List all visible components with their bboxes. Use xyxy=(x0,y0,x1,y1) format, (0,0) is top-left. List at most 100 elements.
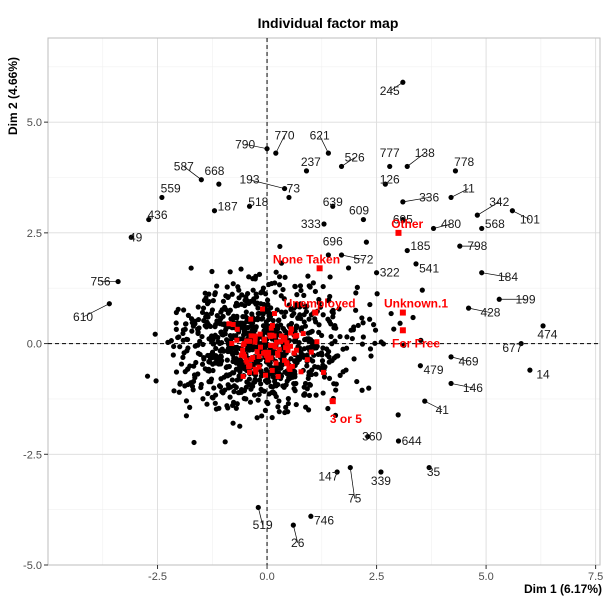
individual-point xyxy=(198,381,204,388)
individual-point xyxy=(229,291,235,297)
individual-label: 336 xyxy=(419,190,439,204)
individual-point xyxy=(262,378,269,384)
category-point xyxy=(252,336,258,342)
chart-title: Individual factor map xyxy=(258,15,399,31)
individual-point xyxy=(204,311,210,317)
category-point xyxy=(265,353,271,359)
category-point xyxy=(262,372,268,378)
individual-point xyxy=(285,400,292,407)
individual-label: 41 xyxy=(436,403,450,417)
individual-point xyxy=(234,315,240,321)
individual-point xyxy=(332,338,338,344)
individual-label: 677 xyxy=(502,341,522,355)
individual-point xyxy=(313,319,319,325)
individual-label: 339 xyxy=(371,474,391,488)
individual-point xyxy=(344,334,350,340)
individual-label: 770 xyxy=(275,128,295,142)
individual-point xyxy=(418,337,424,343)
individual-point xyxy=(240,322,247,328)
individual-point xyxy=(372,340,378,346)
individual-point xyxy=(304,303,310,309)
individual-point xyxy=(230,333,237,339)
individual-point xyxy=(351,356,357,362)
labeled-individual: 610 xyxy=(73,301,112,324)
individual-point xyxy=(246,203,253,209)
category-point xyxy=(268,355,274,361)
individual-point xyxy=(229,377,235,383)
individual-point xyxy=(340,369,346,375)
category-marker: 3 or 5 xyxy=(329,398,362,426)
labeled-individual: 11 xyxy=(448,182,475,201)
label-leader-line xyxy=(257,507,264,526)
individual-point xyxy=(298,326,304,332)
individual-point xyxy=(276,274,283,280)
individual-label: 193 xyxy=(240,173,260,187)
individual-point xyxy=(337,333,343,340)
individual-label: 146 xyxy=(463,381,483,395)
individual-point xyxy=(187,404,193,410)
individual-label: 695 xyxy=(393,213,413,227)
individual-point xyxy=(181,350,187,356)
individual-point xyxy=(201,354,207,361)
individual-point xyxy=(224,364,230,370)
individual-label: 519 xyxy=(253,518,273,532)
individual-label: 245 xyxy=(380,84,400,98)
plot-area: -2.5 0.0 2.5 5.0 7.5 -5.0 -2.5 0.0 2.5 5.0 245 790 7… xyxy=(23,37,603,583)
individual-point xyxy=(395,438,402,444)
category-point xyxy=(284,361,290,367)
individual-point xyxy=(190,323,196,329)
individual-label: 568 xyxy=(485,217,505,231)
individual-point xyxy=(359,315,365,321)
individual-point xyxy=(265,301,271,308)
individual-point xyxy=(370,322,377,328)
individual-label: 11 xyxy=(462,182,475,196)
individual-point xyxy=(249,347,256,353)
labeled-individual: 35 xyxy=(426,464,441,479)
individual-point xyxy=(321,221,327,227)
labeled-individual: 677 xyxy=(502,340,524,355)
individual-point xyxy=(368,353,374,359)
label-leader-line xyxy=(424,400,443,411)
individual-point xyxy=(252,276,258,282)
individual-point xyxy=(308,513,314,519)
individual-point xyxy=(185,381,191,388)
individual-point xyxy=(282,409,288,416)
individual-point xyxy=(189,328,195,334)
label-leader-line xyxy=(82,303,110,318)
category-point xyxy=(288,326,294,332)
individual-point xyxy=(304,363,310,369)
category-point xyxy=(275,352,281,358)
individual-point xyxy=(249,311,255,317)
individual-point xyxy=(312,288,318,295)
category-point xyxy=(240,347,246,353)
individual-point xyxy=(269,280,275,287)
individual-point xyxy=(230,281,236,287)
category-point xyxy=(248,357,254,363)
individual-point xyxy=(284,371,290,377)
labeled-individual: 339 xyxy=(371,469,391,488)
category-point xyxy=(298,369,304,375)
individual-point xyxy=(237,364,243,371)
individual-point xyxy=(195,342,201,348)
label-leader-line xyxy=(477,201,500,216)
individual-point xyxy=(224,284,230,290)
individual-point xyxy=(266,391,272,397)
individual-point xyxy=(210,336,216,342)
label-leader-line xyxy=(481,272,509,278)
individual-point xyxy=(325,252,331,258)
individual-point xyxy=(278,260,285,266)
individual-point xyxy=(359,341,366,347)
individual-point xyxy=(282,274,288,280)
individual-point xyxy=(222,439,228,445)
individual-point xyxy=(251,392,258,398)
y-tick-label: 2.5 xyxy=(27,228,42,240)
individual-point xyxy=(335,353,341,359)
category-point xyxy=(226,321,232,327)
individual-point xyxy=(182,321,189,327)
individual-point xyxy=(243,294,249,300)
individual-label: 333 xyxy=(301,217,321,231)
labeled-individual: 138 xyxy=(404,146,435,170)
individual-point xyxy=(325,316,331,322)
individual-point xyxy=(397,320,403,326)
individual-point xyxy=(509,208,515,214)
